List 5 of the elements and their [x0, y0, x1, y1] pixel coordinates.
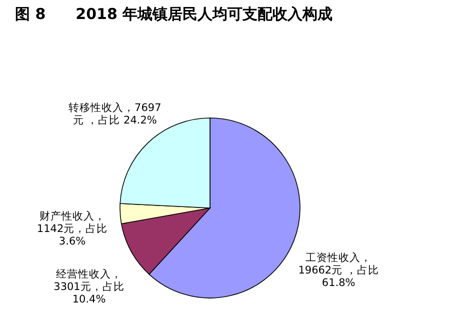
chart-title: 图 8 2018 年城镇居民人均可支配收入构成	[15, 5, 333, 23]
slice-label: 经营性收入， 3301元，占比 10.4%	[54, 267, 124, 306]
slice-label: 工资性收入， 19662元 ，占比 61.8%	[298, 251, 379, 290]
slice-label: 转移性收入，7697 元 ，占比 24.2%	[68, 101, 162, 127]
slice-label: 财产性收入， 1142元，占比 3.6%	[36, 210, 108, 248]
